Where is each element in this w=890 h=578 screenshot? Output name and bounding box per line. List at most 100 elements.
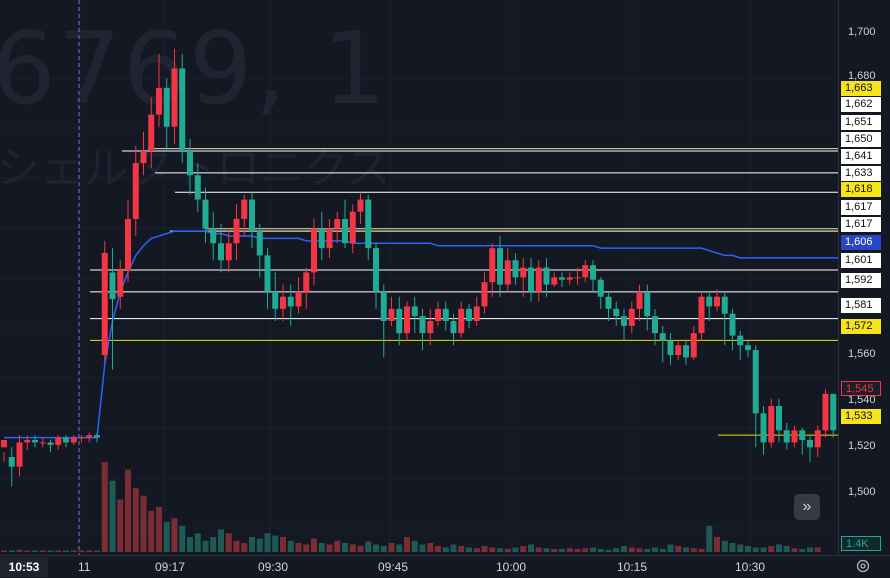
volume-bar	[125, 469, 131, 552]
candle-body	[109, 272, 116, 300]
gear-icon[interactable]	[856, 559, 870, 573]
price-tick-label: 1,500	[848, 486, 876, 498]
vwap-line	[4, 230, 888, 439]
volume-bar	[256, 538, 263, 552]
volume-bar	[450, 544, 457, 552]
volume-bar	[163, 522, 170, 552]
candle-body	[512, 260, 519, 278]
candle-body	[94, 435, 100, 438]
candle-body	[559, 277, 565, 280]
volume-bar	[148, 510, 155, 552]
volume-bar	[497, 548, 503, 552]
candle-body	[481, 282, 488, 307]
candle-body	[210, 228, 217, 244]
candle-body	[280, 296, 286, 309]
volume-bar	[559, 549, 565, 552]
price-level-label: 1,572	[841, 319, 881, 334]
volume-bar	[729, 543, 736, 552]
candle-body	[597, 279, 604, 297]
volume-bar	[24, 550, 31, 552]
volume-bar	[814, 547, 821, 552]
volume-bar	[543, 548, 550, 552]
candle-body	[427, 321, 434, 334]
candle-body	[70, 437, 77, 443]
scroll-to-realtime-button[interactable]: »	[794, 494, 820, 520]
candle-body	[659, 333, 666, 341]
volume-bar	[566, 548, 573, 552]
candle-body	[287, 296, 294, 307]
candle-body	[435, 308, 441, 321]
volume-bar	[427, 543, 434, 552]
volume-bar	[334, 540, 341, 552]
time-axis[interactable]	[0, 555, 890, 578]
candle-body	[171, 68, 178, 127]
price-tick-label: 1,520	[848, 440, 876, 452]
volume-bar	[132, 488, 139, 552]
candle-body	[404, 306, 410, 334]
candle-body	[745, 345, 751, 351]
volume-bar	[404, 537, 410, 552]
price-level-label: 1,633	[841, 166, 881, 181]
candle-body	[473, 306, 480, 321]
volume-bar	[745, 546, 751, 552]
candle-body	[32, 440, 38, 443]
candle-body	[535, 267, 542, 292]
time-tick-label: 09:17	[155, 560, 186, 574]
volume-bar	[272, 535, 279, 552]
current-time-label: 10:53	[0, 557, 48, 577]
candle-body	[16, 442, 23, 467]
volume-bar	[582, 548, 589, 552]
candle-body	[218, 243, 224, 261]
price-level-label: 1,618	[841, 182, 881, 197]
volume-bar	[342, 543, 348, 552]
time-tick-label: 10:30	[735, 560, 766, 574]
price-level-label: 1,662	[841, 97, 881, 112]
candle-body	[148, 114, 155, 151]
candle-body	[233, 219, 240, 244]
candle-body	[194, 175, 201, 200]
volume-bar	[760, 547, 767, 552]
candle-body	[783, 430, 790, 443]
volume-bar	[644, 549, 651, 552]
candle-body	[582, 265, 589, 278]
candle-body	[326, 228, 333, 249]
volume-bar	[636, 548, 643, 552]
candle-body	[411, 306, 418, 317]
candle-body	[78, 437, 85, 439]
volume-bar	[1, 550, 7, 552]
volume-bar	[605, 549, 612, 552]
volume-bar	[683, 547, 689, 552]
candle-body	[373, 248, 379, 292]
candle-body	[249, 199, 255, 232]
price-tick-label: 1,540	[848, 394, 876, 406]
candle-body	[752, 350, 759, 414]
volume-bar	[318, 543, 325, 552]
volume-bar	[179, 525, 186, 552]
candle-body	[256, 231, 263, 256]
candle-body	[690, 333, 697, 358]
volume-bar	[349, 544, 356, 552]
candle-body	[799, 430, 806, 440]
candle-body	[450, 321, 457, 334]
candle-body	[683, 345, 689, 358]
volume-bar	[504, 549, 511, 552]
price-level-label: 1,581	[841, 298, 881, 313]
candle-body	[349, 211, 356, 244]
candle-body	[714, 296, 720, 307]
candle-body	[380, 291, 387, 321]
volume-bar	[140, 495, 147, 552]
volume-bar	[752, 547, 759, 552]
price-level-label: 1,650	[841, 132, 881, 147]
candle-body	[388, 308, 395, 321]
candle-body	[497, 248, 503, 285]
volume-bar	[373, 544, 379, 552]
volume-bar	[78, 550, 85, 552]
volume-bar	[621, 546, 627, 552]
price-tick-label: 1,700	[848, 26, 876, 38]
volume-bar	[70, 550, 77, 552]
candle-body	[652, 316, 658, 334]
candle-body	[721, 296, 728, 314]
candle-body	[590, 265, 596, 280]
volume-bar	[101, 462, 108, 552]
